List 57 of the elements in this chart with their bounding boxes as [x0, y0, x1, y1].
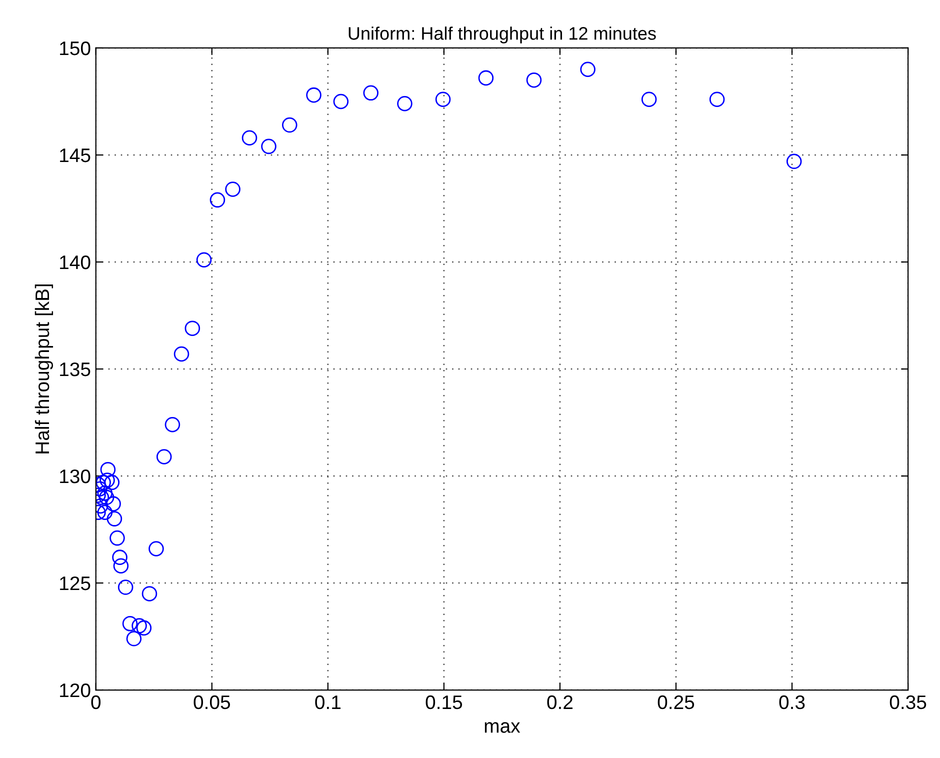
point	[435, 92, 451, 107]
x-tick-label: 0.05	[194, 695, 230, 710]
point	[709, 92, 725, 107]
point	[106, 496, 121, 512]
x-tick-label: 0.2	[547, 695, 573, 710]
x-tick-label: 0.15	[426, 695, 462, 710]
point	[132, 618, 147, 634]
point	[580, 62, 596, 78]
point	[397, 96, 412, 112]
y-tick-label: 130	[60, 469, 90, 484]
y-tick-label: 135	[60, 362, 90, 376]
y-tick-label: 125	[60, 576, 90, 590]
x-tick-label: 0	[91, 695, 101, 710]
chart-title: Uniform: Half throughput in 12 minutes	[348, 26, 656, 44]
point	[225, 182, 240, 197]
point	[478, 70, 494, 86]
x-tick-label: 0.3	[779, 695, 805, 710]
point	[174, 346, 190, 362]
x-axis-title: max	[484, 722, 520, 733]
point	[282, 117, 298, 133]
x-tick-label: 0.1	[315, 695, 340, 710]
point	[126, 631, 142, 646]
point	[333, 94, 349, 110]
x-tick-label: 0.35	[890, 695, 926, 710]
point	[261, 138, 276, 154]
point	[641, 92, 657, 107]
point	[106, 511, 122, 526]
point	[96, 474, 111, 490]
point	[100, 462, 116, 478]
point	[210, 192, 226, 208]
point	[184, 320, 200, 336]
x-tick-label: 0.25	[658, 695, 694, 710]
y-axis-title: Half throughput [kB]	[34, 284, 54, 454]
y-tick-label: 120	[60, 683, 90, 698]
y-tick-label: 145	[60, 148, 90, 162]
y-tick-label: 150	[60, 41, 90, 56]
point	[110, 530, 125, 546]
point	[526, 72, 542, 88]
point	[242, 130, 258, 146]
point	[363, 85, 378, 101]
point	[122, 616, 138, 632]
point	[136, 620, 152, 636]
point	[100, 472, 115, 488]
point	[112, 550, 128, 565]
point	[156, 449, 172, 464]
point	[98, 490, 114, 506]
point	[786, 154, 802, 170]
y-tick-label: 140	[60, 255, 90, 270]
point	[104, 474, 120, 490]
point	[97, 504, 113, 520]
point	[148, 541, 164, 556]
point	[164, 416, 180, 432]
point	[306, 87, 322, 103]
point	[196, 252, 212, 268]
point	[142, 586, 158, 602]
point	[118, 580, 134, 595]
point	[113, 558, 129, 574]
